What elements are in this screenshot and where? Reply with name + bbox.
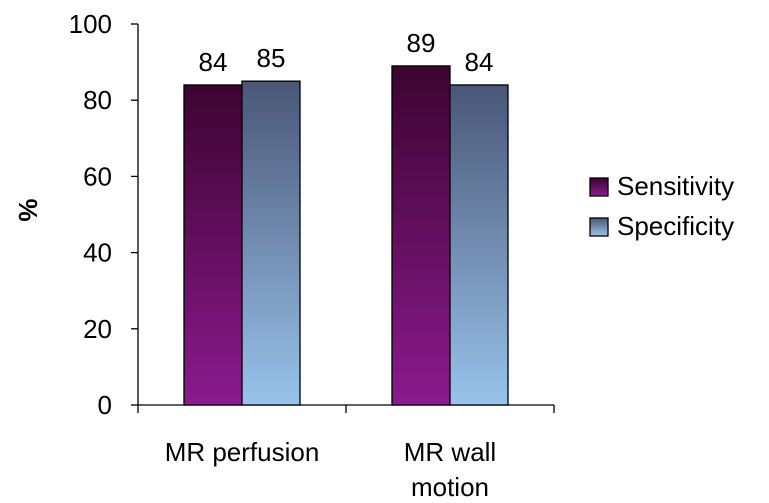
legend-label-sensitivity: Sensitivity [617,171,734,201]
y-tick-label: 80 [83,85,112,115]
legend-swatch-sensitivity [589,177,609,197]
y-tick-label: 40 [83,238,112,268]
data-label: 89 [407,28,436,58]
y-axis-title: % [13,198,43,221]
y-tick-label: 60 [83,161,112,191]
legend-swatch-specificity [589,217,609,237]
data-labels: 84 85 89 84 [199,28,494,77]
x-axis: MR perfusion MR wall motion [137,404,555,502]
data-label: 85 [257,43,286,73]
bar-sensitivity-0 [183,84,243,406]
category-label: MR perfusion [165,437,320,467]
legend: Sensitivity Specificity [589,171,734,241]
y-tick-label: 100 [69,9,112,39]
data-label: 84 [465,47,494,77]
bar-sensitivity-1 [391,65,451,406]
y-axis: 0 20 40 60 80 100 [69,9,139,420]
bars [183,65,509,406]
bar-specificity-0 [241,80,301,406]
data-label: 84 [199,47,228,77]
category-label: MR wall [404,437,496,467]
legend-label-specificity: Specificity [617,211,734,241]
category-label: motion [411,472,489,502]
y-tick-label: 20 [83,314,112,344]
bar-specificity-1 [449,84,509,406]
y-tick-label: 0 [98,390,112,420]
